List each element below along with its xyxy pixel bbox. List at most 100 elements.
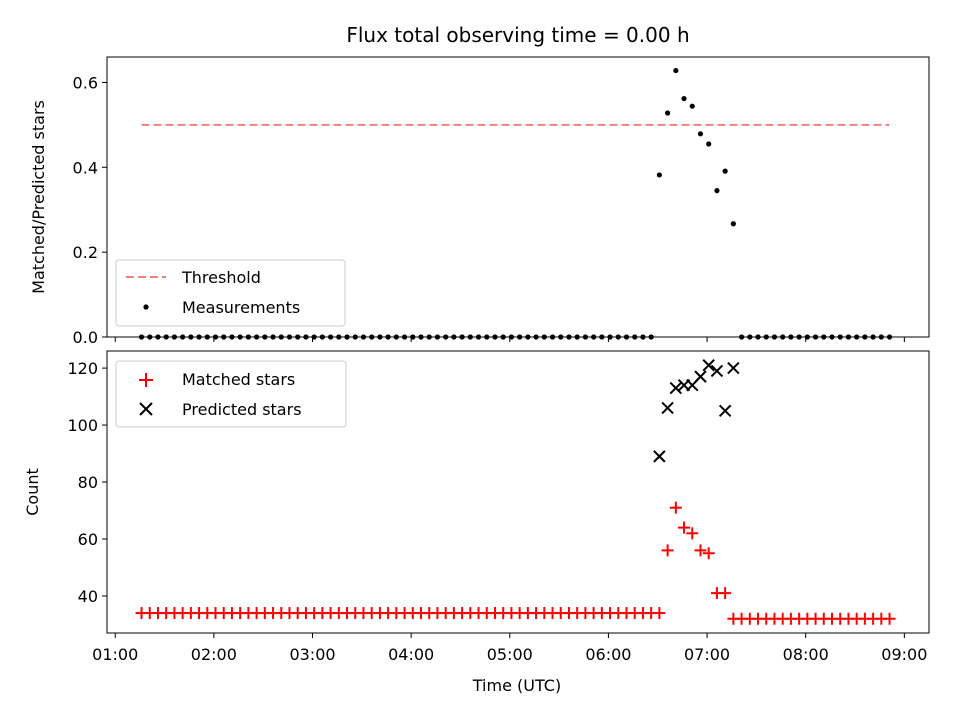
- measurement-point: [730, 221, 736, 227]
- measurement-point: [262, 334, 268, 340]
- measurement-point: [722, 168, 728, 174]
- measurement-point: [443, 334, 449, 340]
- measurement-point: [475, 334, 482, 340]
- predicted-star-point: [669, 381, 683, 395]
- measurement-point: [163, 334, 169, 340]
- measurement-point: [295, 334, 301, 340]
- measurement-point: [599, 334, 605, 340]
- legend-matched-label: Matched stars: [182, 370, 295, 389]
- measurement-point: [763, 334, 769, 340]
- measurement-point: [821, 334, 827, 340]
- measurement-point: [574, 334, 580, 340]
- top-x-ticks: [114, 337, 905, 342]
- measurement-point: [796, 334, 802, 340]
- measurement-point: [845, 334, 852, 340]
- x-tick-label: 02:00: [191, 645, 237, 664]
- legend-matched-swatch: [139, 373, 153, 387]
- measurement-point: [434, 334, 441, 340]
- bottom-plot-frame: [106, 350, 930, 634]
- measurement-point: [492, 334, 498, 340]
- x-tick-label: 05:00: [487, 645, 533, 664]
- top-y-tick-label: 0.0: [73, 328, 98, 347]
- measurement-point: [204, 334, 210, 340]
- bottom-y-tick-label: 60: [78, 530, 98, 549]
- measurement-point: [327, 334, 334, 340]
- predicted-star-point: [710, 364, 724, 378]
- measurement-point: [862, 334, 868, 340]
- measurement-point: [738, 334, 745, 340]
- legend-measurements-label: Measurements: [182, 298, 300, 317]
- top-y-tick-label: 0.6: [73, 73, 98, 92]
- measurement-point: [286, 334, 293, 340]
- top-y-axis-label: Matched/Predicted stars: [29, 100, 48, 294]
- measurement-point: [138, 334, 145, 340]
- top-legend: Threshold Measurements: [115, 259, 346, 327]
- bottom-y-tick-label: 40: [78, 587, 98, 606]
- measurement-point: [188, 334, 194, 340]
- measurement-point: [755, 334, 761, 340]
- x-tick-label: 09:00: [881, 645, 927, 664]
- measurement-point: [829, 334, 835, 340]
- measurement-point: [837, 334, 843, 340]
- measurement-point: [780, 334, 786, 340]
- top-y-tick-label: 0.4: [73, 158, 98, 177]
- measurement-point: [623, 334, 630, 340]
- matched-star-point: [678, 521, 691, 534]
- matched-star-point: [694, 544, 707, 557]
- matched-star-point: [719, 587, 732, 600]
- measurement-point: [549, 334, 556, 340]
- measurement-point: [451, 334, 457, 340]
- measurement-point: [788, 334, 794, 340]
- predicted-star-point: [653, 450, 666, 463]
- bottom-y-ticks: 40 60 80 100 120: [67, 359, 107, 606]
- measurement-point: [336, 334, 342, 340]
- top-y-tick-label: 0.2: [73, 243, 98, 262]
- measurement-point: [632, 334, 638, 340]
- measurement-point: [344, 334, 350, 340]
- measurement-point: [484, 334, 490, 340]
- measurement-point: [517, 334, 523, 340]
- legend-measurements-swatch: [143, 304, 149, 310]
- x-tick-label: 07:00: [684, 645, 730, 664]
- bottom-y-tick-label: 80: [78, 473, 98, 492]
- measurement-point: [270, 334, 276, 340]
- matched-star-point: [686, 527, 699, 540]
- measurement-point: [854, 334, 860, 340]
- measurement-point: [747, 334, 753, 340]
- measurement-point: [360, 334, 367, 340]
- x-tick-label: 04:00: [388, 645, 434, 664]
- measurement-point: [393, 334, 399, 340]
- measurement-point: [500, 334, 506, 340]
- measurement-point: [591, 334, 597, 340]
- x-tick-label: 08:00: [783, 645, 829, 664]
- measurement-point: [278, 334, 284, 340]
- x-axis-label: Time (UTC): [472, 676, 561, 695]
- measurement-point: [196, 334, 202, 340]
- top-series-layer: [138, 67, 893, 340]
- measurement-point: [558, 334, 564, 340]
- measurement-point: [615, 334, 621, 340]
- matched-star-point: [883, 612, 896, 625]
- bottom-y-tick-label: 120: [67, 359, 98, 378]
- measurement-point: [303, 334, 309, 340]
- legend-threshold-label: Threshold: [181, 268, 261, 287]
- measurement-point: [771, 334, 778, 340]
- measurement-point: [533, 334, 539, 340]
- matched-star-point: [669, 501, 682, 514]
- x-tick-label: 03:00: [289, 645, 335, 664]
- measurement-point: [319, 334, 325, 340]
- measurement-point: [812, 334, 819, 340]
- measurement-point: [221, 334, 227, 340]
- predicted-star-point: [718, 404, 732, 418]
- predicted-star-point: [702, 359, 715, 372]
- legend-predicted-label: Predicted stars: [182, 400, 302, 419]
- bottom-y-tick-label: 100: [67, 416, 98, 435]
- measurement-point: [689, 103, 695, 109]
- chart-title: Flux total observing time = 0.00 h: [346, 23, 689, 47]
- bottom-y-axis-label: Count: [23, 468, 42, 516]
- measurement-point: [401, 334, 408, 340]
- measurement-point: [681, 95, 687, 102]
- measurement-point: [426, 334, 432, 340]
- measurement-point: [418, 334, 424, 340]
